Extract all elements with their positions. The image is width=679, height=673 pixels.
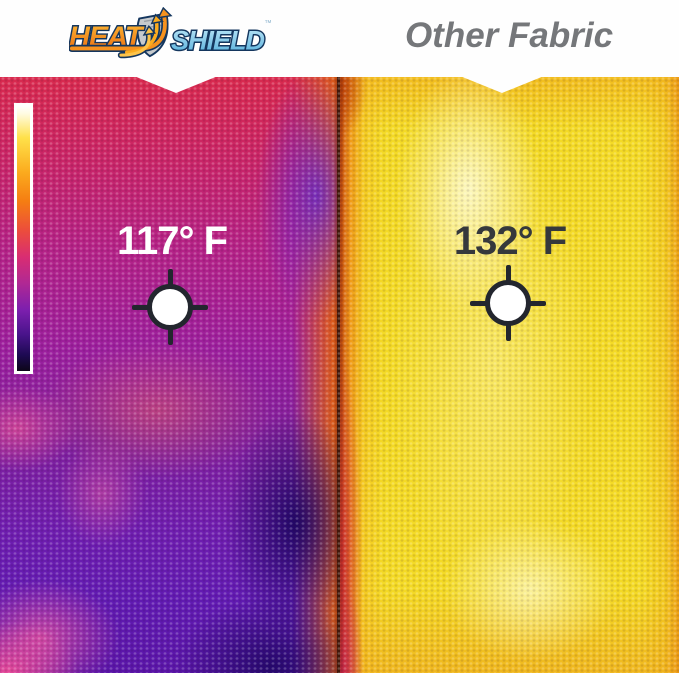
crosshair-tick-top [167, 269, 173, 287]
fabric-divider-line [337, 76, 340, 673]
crosshair-tick-top [505, 265, 511, 283]
crosshair-tick-left [470, 300, 488, 306]
crosshair-marker-left [132, 269, 208, 345]
crosshair-tick-bottom [167, 327, 173, 345]
crosshair-marker-right [470, 265, 546, 341]
other-fabric-label: Other Fabric [404, 16, 614, 55]
logo-trademark: ™ [264, 18, 272, 27]
thermal-scale-bar [14, 103, 33, 374]
crosshair-tick-left [132, 304, 150, 310]
temperature-left: 117° F [116, 219, 228, 263]
crosshair-circle [147, 284, 193, 330]
thermal-panel-heatshield [0, 76, 340, 673]
crosshair-tick-right [190, 304, 208, 310]
thermal-panel-other-fabric [340, 76, 679, 673]
heatshield-logo: HEAT SHIELD ™ [69, 7, 272, 59]
temperature-right: 132° F [453, 219, 567, 263]
crosshair-circle [485, 280, 531, 326]
logo-word-shield: SHIELD [171, 25, 265, 55]
header-band: HEAT SHIELD ™ Other Fabric [0, 0, 679, 77]
flame-arrows [69, 7, 173, 59]
crosshair-tick-right [528, 300, 546, 306]
crosshair-tick-bottom [505, 323, 511, 341]
thermal-image: 117° F 132° F [0, 76, 679, 673]
